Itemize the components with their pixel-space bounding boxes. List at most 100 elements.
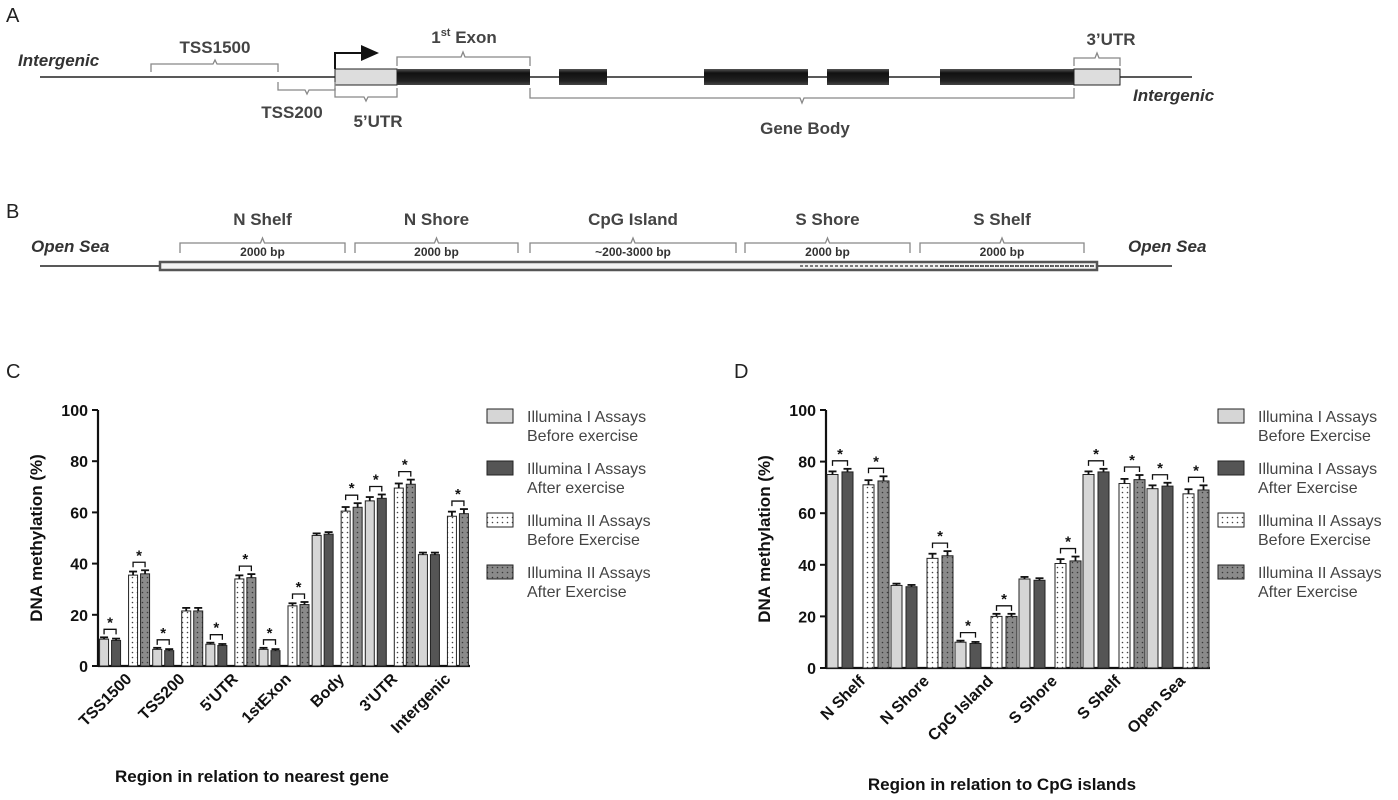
legend-swatch bbox=[1217, 512, 1245, 528]
legend-label: Illumina II Assays bbox=[1258, 565, 1382, 582]
panel-a: A Intergenic Intergenic TSS1500 TSS200 5… bbox=[6, 5, 1215, 138]
bar bbox=[405, 483, 416, 667]
legend-label: Before exercise bbox=[527, 428, 638, 445]
y-axis-title: DNA methylation (%) bbox=[27, 454, 46, 622]
utr5-label: 5’UTR bbox=[353, 112, 402, 131]
significance-bracket bbox=[831, 460, 849, 466]
bar bbox=[99, 638, 110, 667]
cpg-region-size: ~200-3000 bp bbox=[595, 245, 671, 259]
tss-arrow-icon bbox=[334, 45, 379, 69]
cpg-region-size: 2000 bp bbox=[805, 245, 850, 259]
tss200-label: TSS200 bbox=[261, 103, 322, 122]
legend-swatch bbox=[486, 408, 514, 424]
y-tick-label: 20 bbox=[798, 609, 816, 626]
bar bbox=[1197, 489, 1210, 669]
open-sea-right-label: Open Sea bbox=[1128, 237, 1206, 256]
significance-star: * bbox=[965, 618, 971, 635]
open-sea-left-label: Open Sea bbox=[31, 237, 109, 256]
bar bbox=[217, 645, 228, 667]
bar bbox=[417, 554, 428, 667]
significance-bracket bbox=[238, 565, 253, 572]
exon-block-2 bbox=[559, 69, 607, 85]
category-label: S Shore bbox=[1006, 673, 1061, 728]
cpg-region-size: 2000 bp bbox=[240, 245, 285, 259]
bar bbox=[376, 497, 387, 667]
cpg-region-size: 2000 bp bbox=[414, 245, 459, 259]
legend-label: After Exercise bbox=[1258, 584, 1358, 601]
exon1-label-pre: 1 bbox=[431, 28, 440, 47]
bar bbox=[1097, 471, 1110, 669]
x-axis-title: Region in relation to nearest gene bbox=[115, 767, 389, 786]
significance-bracket bbox=[451, 500, 465, 507]
utr3-label: 3’UTR bbox=[1086, 30, 1135, 49]
significance-bracket bbox=[931, 542, 949, 549]
legend-swatch bbox=[486, 512, 514, 528]
significance-star: * bbox=[402, 457, 408, 474]
significance-star: * bbox=[1193, 462, 1199, 479]
bar bbox=[1082, 474, 1095, 669]
significance-bracket bbox=[369, 485, 383, 492]
exon1-label-post: Exon bbox=[450, 28, 496, 47]
bar bbox=[446, 515, 457, 667]
bar bbox=[1054, 563, 1067, 669]
bar bbox=[1033, 579, 1046, 669]
legend-label: Before Exercise bbox=[1258, 428, 1371, 445]
utr5-block bbox=[334, 68, 398, 86]
exon-block-4 bbox=[827, 69, 889, 85]
bar bbox=[181, 610, 192, 667]
significance-bracket bbox=[132, 561, 146, 568]
bar bbox=[140, 573, 151, 667]
gene-body-label: Gene Body bbox=[760, 119, 850, 138]
bar bbox=[1118, 483, 1131, 669]
bar bbox=[1069, 560, 1082, 669]
significance-star: * bbox=[349, 480, 355, 497]
significance-bracket bbox=[262, 639, 277, 645]
legend-label: Illumina I Assays bbox=[1258, 461, 1377, 478]
legend-label: Illumina II Assays bbox=[527, 565, 651, 582]
bar bbox=[926, 557, 939, 669]
significance-star: * bbox=[160, 625, 166, 642]
bar bbox=[311, 534, 322, 667]
cpg-region-brace bbox=[354, 236, 519, 253]
cpg-region-brace bbox=[529, 236, 737, 253]
bar bbox=[234, 578, 245, 667]
legend-label: After Exercise bbox=[527, 584, 627, 601]
bar bbox=[429, 554, 440, 667]
chart-c: 0 20 40 60 80 100 DNA methylation (%) Region in… bbox=[27, 403, 651, 786]
bar bbox=[1133, 479, 1146, 669]
significance-bracket bbox=[344, 494, 359, 501]
bar bbox=[826, 474, 839, 669]
legend-label: After exercise bbox=[527, 480, 625, 497]
significance-bracket bbox=[1123, 466, 1141, 473]
legend-swatch bbox=[486, 460, 514, 476]
bar bbox=[193, 610, 204, 667]
panel-letter-b: B bbox=[6, 201, 19, 223]
utr3-brace bbox=[1073, 51, 1121, 66]
panel-letter-a: A bbox=[6, 5, 20, 27]
significance-bracket bbox=[103, 628, 117, 635]
bar bbox=[340, 510, 351, 667]
exon1-brace bbox=[396, 50, 531, 66]
legend-label: Illumina II Assays bbox=[527, 513, 651, 530]
exon1-label-sup: st bbox=[441, 27, 451, 39]
cpg-region-braces: N Shelf 2000 bp N Shore 2000 bp CpG Island ~2… bbox=[179, 210, 1085, 259]
intergenic-right-label: Intergenic bbox=[1133, 86, 1215, 105]
bar bbox=[164, 650, 175, 667]
y-tick-label: 40 bbox=[798, 558, 816, 575]
cpg-region-size: 2000 bp bbox=[980, 245, 1025, 259]
bar bbox=[1146, 488, 1159, 669]
y-tick-label: 80 bbox=[798, 455, 816, 472]
significance-star: * bbox=[373, 471, 379, 488]
bar bbox=[990, 615, 1003, 669]
significance-star: * bbox=[296, 579, 302, 596]
significance-bracket bbox=[1151, 474, 1169, 480]
tss200-brace bbox=[277, 82, 336, 96]
legend-swatch bbox=[1217, 460, 1245, 476]
bar bbox=[128, 574, 139, 667]
bar bbox=[205, 643, 216, 667]
y-tick-label: 60 bbox=[798, 506, 816, 523]
bar bbox=[1161, 485, 1174, 669]
significance-star: * bbox=[213, 620, 219, 637]
significance-star: * bbox=[1157, 460, 1163, 477]
